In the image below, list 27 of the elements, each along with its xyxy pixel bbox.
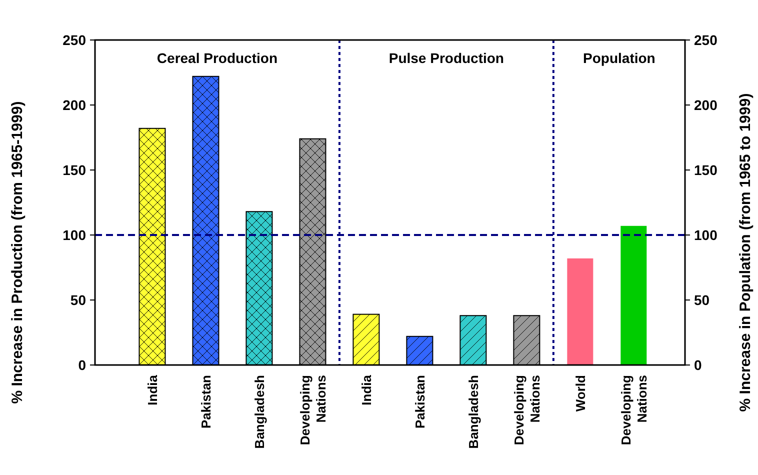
y-tick-label: 50	[70, 292, 86, 308]
annotation: Cereal Production	[156, 50, 278, 66]
x-tick-label: Bangladesh	[466, 374, 482, 449]
annotation: Population	[583, 50, 656, 66]
x-tick-label: Developing Nations	[618, 374, 650, 446]
x-tick-label: Bangladesh	[252, 374, 268, 449]
x-tick-label: Developing Nations	[512, 374, 543, 446]
y2-tick-label: 50	[694, 292, 710, 308]
x-tick-label: Pakistan	[198, 374, 214, 428]
y-tick-label: 150	[62, 162, 86, 178]
y-tick-label: 0	[78, 356, 86, 373]
x-tick-label: Developing Nations	[298, 374, 329, 446]
y2-tick-label: 250	[694, 32, 718, 48]
y2-tick-label: 100	[694, 226, 718, 243]
y2-axis-title: % Increase in Population (from 1965 to 1999)	[737, 93, 754, 412]
x-tick-label: World	[573, 374, 588, 412]
y-tick-label: 250	[62, 32, 86, 48]
x-tick-label: Pakistan	[412, 374, 428, 428]
y-tick-label: 100	[62, 226, 86, 243]
y2-tick-label: 0	[694, 356, 702, 373]
x-tick-label: India	[145, 374, 160, 406]
annotation: Pulse Production	[388, 50, 504, 66]
y2-tick-label: 150	[694, 162, 718, 178]
y-axis-title: % Increase in Production (from 1965-1999)	[9, 101, 26, 404]
y2-tick-label: 200	[694, 96, 718, 113]
x-tick-label: India	[359, 374, 374, 406]
y-tick-label: 200	[62, 96, 86, 113]
